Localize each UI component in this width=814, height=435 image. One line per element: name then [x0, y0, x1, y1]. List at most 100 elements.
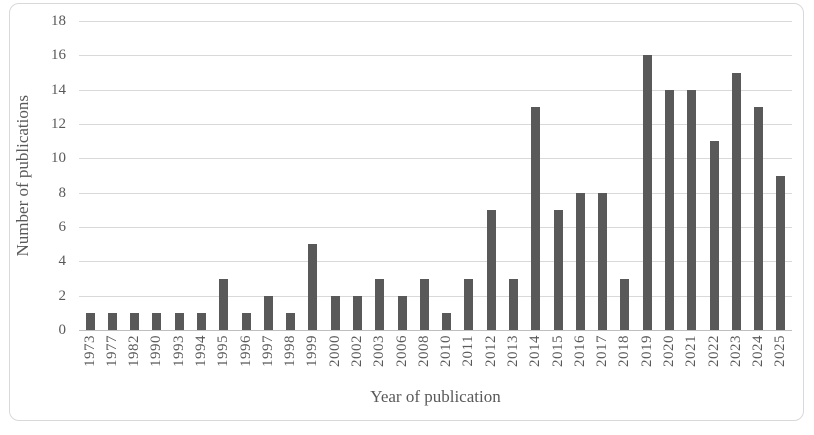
x-tick-label-2016: 2016 [571, 335, 588, 367]
bar-slot-1993 [168, 21, 190, 330]
x-tick-label-1997: 1997 [259, 335, 276, 367]
x-tick-2024: 2024 [747, 335, 769, 381]
x-tick-label-1977: 1977 [103, 335, 120, 367]
x-axis-title: Year of publication [370, 387, 501, 406]
x-tick-label-2018: 2018 [616, 335, 633, 367]
bar-slot-2023 [725, 21, 747, 330]
x-tick-2017: 2017 [591, 335, 613, 381]
bar-slot-2020 [658, 21, 680, 330]
bar-2003 [375, 278, 385, 330]
x-tick-label-2006: 2006 [393, 335, 410, 367]
x-tick-label-2010: 2010 [438, 335, 455, 367]
bar-slot-2000 [324, 21, 346, 330]
bar-2010 [442, 312, 452, 330]
x-tick-2013: 2013 [502, 335, 524, 381]
bar-2008 [419, 278, 429, 330]
x-tick-label-1998: 1998 [282, 335, 299, 367]
bar-slot-2025 [770, 21, 792, 330]
x-tick-1973: 1973 [79, 335, 101, 381]
gridline-16 [79, 55, 792, 57]
bar-2016 [575, 192, 585, 330]
bar-2018 [620, 278, 630, 330]
bar-slot-2011 [458, 21, 480, 330]
bar-slot-2022 [703, 21, 725, 330]
x-tick-label-1994: 1994 [193, 335, 210, 367]
bar-1998 [286, 312, 296, 330]
x-tick-1995: 1995 [213, 335, 235, 381]
gridline-8 [79, 192, 792, 194]
gridline-12 [79, 124, 792, 125]
x-tick-2002: 2002 [346, 335, 368, 381]
x-tick-label-2012: 2012 [482, 335, 499, 367]
y-axis-tick-labels: 0 2 4 6 8 10 12 14 16 18 [0, 13, 67, 338]
bar-1977 [107, 312, 117, 330]
gridline-6 [79, 227, 792, 228]
x-tick-2016: 2016 [569, 335, 591, 381]
y-tick-label-18: 18 [51, 13, 66, 29]
bar-2025 [776, 175, 786, 330]
bar-1994 [197, 312, 207, 330]
bar-slot-2010 [436, 21, 458, 330]
x-tick-label-2020: 2020 [660, 335, 677, 367]
x-tick-2021: 2021 [681, 335, 703, 381]
y-tick-label-6: 6 [58, 218, 67, 235]
bar-2011 [464, 278, 474, 330]
y-tick-label-10: 10 [51, 150, 66, 167]
gridline-10 [79, 158, 792, 160]
bar-slot-1990 [146, 21, 168, 330]
bar-1993 [174, 312, 184, 330]
bar-1973 [85, 312, 95, 330]
x-tick-1982: 1982 [124, 335, 146, 381]
x-tick-2006: 2006 [391, 335, 413, 381]
bar-slot-2008 [413, 21, 435, 330]
y-tick-label-12: 12 [51, 115, 66, 132]
bar-slot-1996 [235, 21, 257, 330]
y-tick-label-8: 8 [58, 184, 67, 201]
bar-1995 [219, 278, 229, 330]
bar-slot-2018 [614, 21, 636, 330]
x-tick-1997: 1997 [257, 335, 279, 381]
x-tick-label-2008: 2008 [415, 335, 432, 367]
bar-slot-2019 [636, 21, 658, 330]
bar-1996 [241, 312, 251, 330]
x-tick-label-2000: 2000 [326, 335, 343, 367]
bar-2021 [687, 89, 697, 330]
x-tick-label-2003: 2003 [371, 335, 388, 367]
bar-2014 [531, 106, 541, 330]
bar-slot-2013 [502, 21, 524, 330]
x-tick-1999: 1999 [302, 335, 324, 381]
y-tick-label-0: 0 [58, 322, 67, 338]
x-tick-label-2011: 2011 [460, 335, 477, 367]
x-tick-1998: 1998 [280, 335, 302, 381]
bar-1997 [263, 295, 273, 330]
y-tick-label-14: 14 [51, 81, 66, 98]
bar-2013 [508, 278, 518, 330]
x-tick-label-2014: 2014 [527, 335, 544, 367]
bar-slot-1995 [213, 21, 235, 330]
bar-2023 [731, 72, 741, 330]
bar-slot-1982 [124, 21, 146, 330]
x-tick-1993: 1993 [168, 335, 190, 381]
x-tick-2008: 2008 [413, 335, 435, 381]
bar-2017 [598, 192, 608, 330]
bar-slot-1997 [257, 21, 279, 330]
bar-2020 [664, 89, 674, 330]
x-tick-1977: 1977 [101, 335, 123, 381]
x-tick-label-1996: 1996 [237, 335, 254, 367]
bar-2012 [486, 209, 496, 330]
bar-slot-2017 [591, 21, 613, 330]
x-tick-label-2024: 2024 [750, 335, 767, 367]
gridline-18 [79, 21, 792, 22]
x-tick-1990: 1990 [146, 335, 168, 381]
x-tick-label-2021: 2021 [683, 335, 700, 367]
bar-slot-1999 [302, 21, 324, 330]
bar-2006 [397, 295, 407, 330]
x-tick-label-2023: 2023 [727, 335, 744, 367]
bar-1999 [308, 244, 318, 330]
x-tick-2000: 2000 [324, 335, 346, 381]
x-tick-label-1990: 1990 [148, 335, 165, 367]
plot-area [79, 21, 792, 331]
bar-2024 [754, 106, 764, 330]
x-tick-2023: 2023 [725, 335, 747, 381]
bar-slot-2016 [569, 21, 591, 330]
